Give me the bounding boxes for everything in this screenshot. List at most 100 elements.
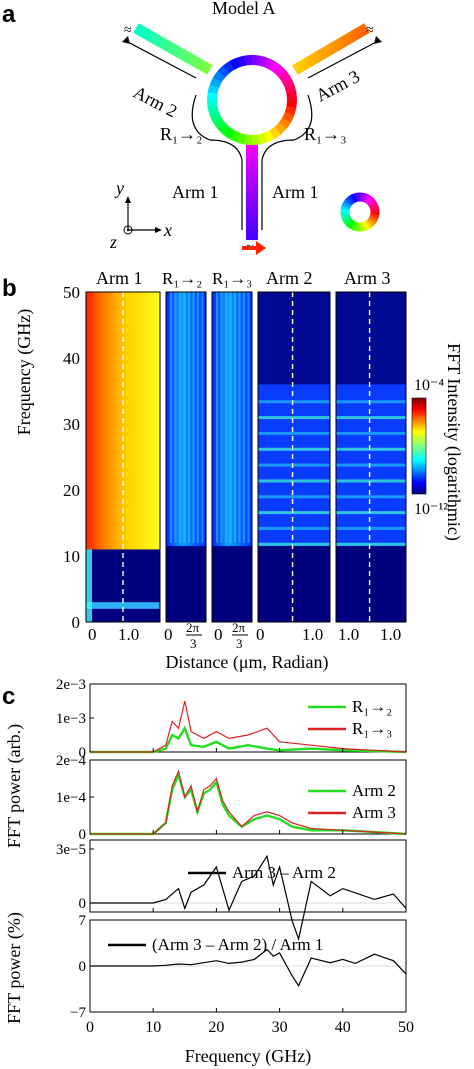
ytick-label: 50: [63, 283, 80, 302]
series-line: [90, 725, 407, 754]
xtick-label: 20: [208, 1019, 224, 1036]
xtick-label: 0: [88, 625, 97, 644]
ytick-label: 30: [63, 415, 80, 434]
heatmap-stripe: [336, 416, 406, 420]
wheel-segment: [345, 196, 354, 206]
ytick-label: 0: [72, 613, 81, 632]
spectra-ylabel-bottom: FFT power (%): [4, 912, 25, 1024]
ring-segment: [236, 132, 247, 145]
ring-segment: [223, 60, 235, 74]
ring-segment: [207, 91, 218, 101]
wheel-segment: [343, 199, 353, 207]
heatmap-stripe: [229, 292, 232, 543]
arm-3-waveguide: [292, 23, 370, 75]
heatmap-band: [86, 602, 160, 609]
phase-color-wheel-icon: [340, 192, 380, 232]
wheel-segment: [366, 218, 375, 228]
ring-segment: [209, 111, 222, 123]
heatmap-stripe: [243, 292, 245, 543]
ytick-label: 0: [79, 745, 87, 761]
heatmap-band: [258, 292, 330, 385]
heatmap-stripe: [336, 400, 406, 404]
heatmap-frame: [257, 291, 331, 623]
ring-segment: [278, 71, 292, 83]
plot-frame: [89, 683, 407, 753]
ring-segment: [207, 99, 218, 108]
wheel-segment: [340, 205, 351, 211]
heatmap-ylabel: Frequency (GHz): [14, 309, 35, 435]
xtick-label: 1.0: [380, 625, 401, 644]
heatmap-stripe: [336, 463, 406, 467]
plot-frame: [89, 839, 407, 913]
colorbar: [411, 397, 427, 495]
ring-segment: [207, 84, 220, 95]
ytick-label: 2e−4: [56, 753, 87, 769]
heatmap-stripe: [258, 416, 330, 420]
ytick-label: 3e−5: [56, 842, 86, 858]
wheel-segment: [366, 197, 376, 206]
ring-segment: [282, 77, 295, 89]
path-arrow-r12: [191, 94, 243, 230]
heatmap-stripe: [258, 463, 330, 467]
label-arm-1-right: Arm 1: [272, 182, 319, 202]
ring-segment: [269, 61, 282, 74]
colorbar-min-label: 10⁻¹²: [414, 501, 448, 518]
xtick-label: 1.0: [302, 625, 323, 644]
legend-label: Arm 2: [352, 781, 396, 800]
label-r12: R₁→₂: [160, 124, 203, 144]
wheel-segment: [350, 220, 357, 231]
ytick-label: −7: [70, 1005, 86, 1021]
wheel-segment: [369, 205, 380, 211]
xtick-label: 0: [214, 625, 223, 644]
wheel-segment: [347, 219, 355, 229]
wheel-segment: [341, 202, 352, 209]
xtick-label: 10: [145, 1019, 161, 1036]
panel-label-a: a: [2, 1, 16, 28]
heatmap-title-r13: R₁→₃: [212, 269, 252, 288]
heatmap-stripe: [258, 431, 330, 435]
diagram-title: Model A: [212, 0, 276, 18]
legend-label: Arm 3 – Arm 2: [232, 863, 336, 882]
path-arrow-arm2: [123, 39, 197, 79]
heatmap-frame: [211, 291, 253, 623]
heatmap-r12: [165, 291, 207, 623]
xtick-label: 3: [190, 636, 197, 651]
ring-segment: [244, 55, 253, 66]
heatmap-stripe: [258, 400, 330, 404]
heatmap-stripe: [238, 292, 241, 543]
wheel-segment: [341, 215, 351, 222]
heatmap-stripe: [258, 479, 330, 483]
wheel-segment: [361, 192, 367, 203]
heatmap-stripe: [336, 495, 406, 499]
ring-segment: [269, 126, 281, 140]
wheel-segment: [367, 199, 377, 207]
xtick-label: 2π: [186, 620, 200, 635]
heatmap-stripe: [188, 292, 190, 543]
wheel-segment: [350, 193, 357, 203]
ring-segment: [251, 55, 261, 66]
heatmap-stripe: [336, 511, 406, 515]
label-arm-1-left: Arm 1: [172, 182, 219, 202]
heatmap-x-ticks: 0 1.0 0 2π 3 0 2π 3 0 1.0 1.0 1.0: [88, 620, 401, 651]
heatmap-arm3: [335, 291, 407, 623]
heatmap-band: [86, 549, 92, 622]
axis-label-x: x: [163, 220, 172, 240]
ring-segment: [263, 130, 275, 143]
spectra-ylabel-top: FFT power (arb.): [4, 724, 25, 848]
heatmap-y-ticks: 0 10 20 30 40 50: [63, 283, 80, 632]
series-line: [90, 948, 407, 987]
break-mark-arm3: ≈: [366, 23, 374, 38]
xtick-label: 1.0: [338, 625, 359, 644]
label-r13: R₁→₃: [304, 124, 347, 144]
arm-1-waveguide: [246, 140, 258, 240]
ytick-label: 20: [63, 481, 80, 500]
heatmap-stripe: [336, 542, 406, 546]
wheel-segment: [365, 195, 373, 205]
wheel-segment: [340, 213, 351, 219]
heatmap-stripe: [201, 292, 204, 543]
heatmap-frame: [335, 291, 407, 623]
heatmap-r13: [211, 291, 253, 623]
xtick-label: 50: [398, 1019, 414, 1036]
heatmap-frame: [85, 291, 161, 623]
